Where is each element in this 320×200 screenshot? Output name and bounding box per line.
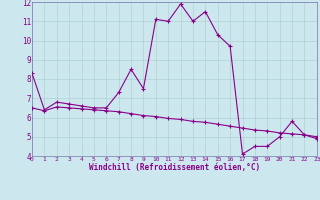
X-axis label: Windchill (Refroidissement éolien,°C): Windchill (Refroidissement éolien,°C) (89, 163, 260, 172)
